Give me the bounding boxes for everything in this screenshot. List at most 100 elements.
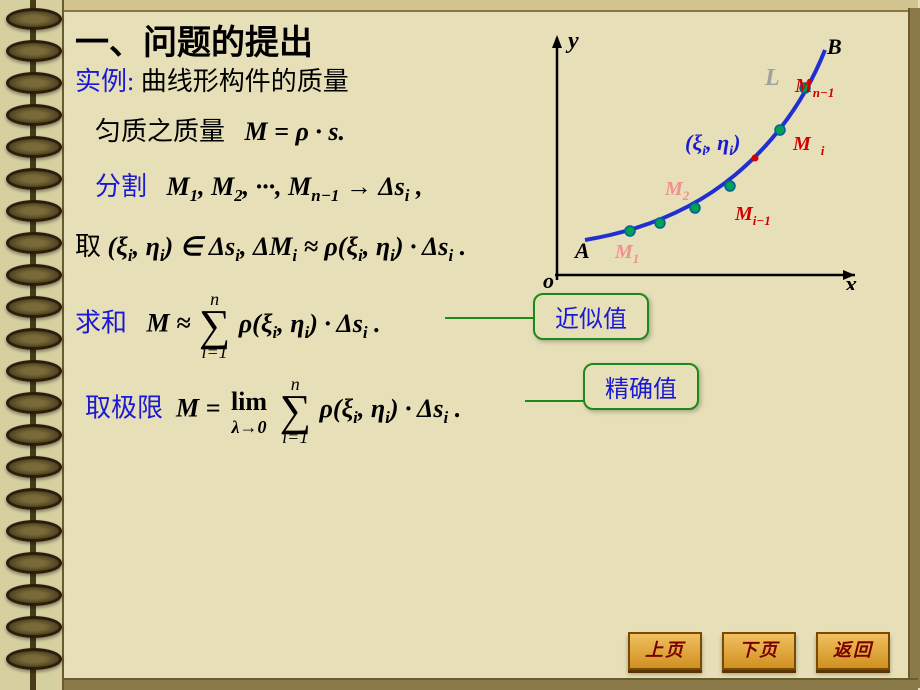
mdots: , ···, M	[243, 172, 312, 201]
eta: , η	[133, 232, 160, 261]
xi-open: (ξ	[108, 232, 128, 261]
in-ds: ) ∈ Δs	[165, 232, 236, 261]
slide: 一、问题的提出 实例: 曲线形构件的质量 匀质之质量 M = ρ · s. 分割…	[0, 0, 920, 690]
formula-uniform: M = ρ · s.	[245, 117, 345, 146]
ring-icon	[6, 264, 62, 286]
callout-line-1	[445, 317, 535, 319]
sum-bot-2: i=1	[280, 428, 311, 446]
Mi-label: Mi	[792, 133, 825, 158]
label-example: 实例:	[75, 67, 134, 96]
edge-top	[10, 0, 918, 12]
edge-right	[908, 8, 920, 688]
ring-icon	[6, 8, 62, 30]
ring-icon	[6, 136, 62, 158]
o-label: o	[543, 268, 554, 290]
m1: M	[167, 172, 190, 201]
arrow-ds: → Δs	[339, 172, 404, 201]
ring-icon	[6, 168, 62, 190]
xi-eta-label: (ξi, ηi)	[685, 130, 740, 159]
M-approx: M ≈	[147, 309, 197, 338]
line-example: 实例: 曲线形构件的质量	[75, 65, 349, 99]
ring-icon	[6, 424, 62, 446]
ring-icon	[6, 392, 62, 414]
ds: ) · Δs	[395, 232, 449, 261]
p5: .	[368, 309, 381, 338]
ring-icon	[6, 328, 62, 350]
x-label: x	[844, 272, 857, 290]
ring-icon	[6, 616, 62, 638]
ring-icon	[6, 72, 62, 94]
line-limit: 取极限 M = lim λ→0 n ∑ i=1 ρ(ξi, ηi) · Δsi …	[85, 375, 461, 446]
m2: , M	[198, 172, 234, 201]
Mi1-label: Mi−1	[734, 203, 771, 228]
sigma-sum: n ∑ i=1	[199, 290, 230, 361]
L-label: L	[764, 65, 780, 91]
B-label: B	[826, 34, 842, 59]
M2-label: M2	[664, 178, 690, 203]
back-button[interactable]: 返回	[816, 632, 890, 670]
callout-exact: 精确值	[583, 363, 699, 410]
sigma-icon-2: ∑	[280, 393, 311, 428]
sum-bot: i=1	[199, 343, 230, 361]
M1-label: M1	[614, 241, 639, 266]
ring-icon	[6, 584, 62, 606]
ring-icon	[6, 648, 62, 670]
ring-icon	[6, 520, 62, 542]
callout-approx: 近似值	[533, 293, 649, 340]
lim-block: lim λ→0	[231, 385, 267, 437]
ring-icon	[6, 200, 62, 222]
sigma-icon: ∑	[199, 308, 230, 343]
edge-bottom	[10, 678, 918, 690]
ring-icon	[6, 360, 62, 382]
line-take: 取 (ξi, ηi) ∈ Δsi, ΔMi ≈ ρ(ξi, ηi) · Δsi …	[75, 230, 466, 267]
sub-1: 1	[190, 186, 198, 205]
ring-icon	[6, 552, 62, 574]
ds6: ) · Δs	[390, 394, 444, 423]
Mn1-label: Mn−1	[794, 75, 834, 100]
content-area: 一、问题的提出 实例: 曲线形构件的质量 匀质之质量 M = ρ · s. 分割…	[75, 15, 895, 675]
next-button[interactable]: 下页	[722, 632, 796, 670]
eta5: , η	[277, 309, 304, 338]
callout-line-2	[525, 400, 585, 402]
sub-n1: n−1	[311, 186, 339, 205]
text-uniform: 匀质之质量	[95, 117, 225, 146]
p6: .	[448, 394, 461, 423]
M-eq: M =	[176, 394, 227, 423]
prev-button[interactable]: 上页	[628, 632, 702, 670]
lim-top: lim	[231, 385, 267, 419]
label-take: 取	[75, 232, 101, 261]
eta2: , η	[363, 232, 390, 261]
curve-graph: o y x A B L (ξi, ηi) Mn−1	[535, 30, 865, 290]
point-M1	[625, 226, 635, 236]
eta6: , η	[358, 394, 385, 423]
line-sum: 求和 M ≈ n ∑ i=1 ρ(ξi, ηi) · Δsi .	[75, 290, 381, 361]
A-label: A	[573, 238, 590, 263]
label-limit: 取极限	[85, 394, 163, 423]
nav-bar: 上页 下页 返回	[628, 632, 890, 670]
point-xi-eta	[752, 155, 759, 162]
ring-icon	[6, 40, 62, 62]
point-Mi	[775, 125, 785, 135]
ring-icon	[6, 104, 62, 126]
sigma-sum-2: n ∑ i=1	[280, 375, 311, 446]
rho-xi-2: ρ(ξ	[319, 394, 353, 423]
label-sum: 求和	[75, 309, 127, 338]
ring-icon	[6, 232, 62, 254]
y-arrow	[552, 35, 562, 48]
dM: , ΔM	[240, 232, 292, 261]
ds5: ) · Δs	[309, 309, 363, 338]
rho-xi: ρ(ξ	[239, 309, 273, 338]
point-Mi-1	[725, 181, 735, 191]
approx: ≈ ρ(ξ	[297, 232, 358, 261]
label-partition: 分割	[95, 172, 147, 201]
ring-icon	[6, 456, 62, 478]
sub-2: 2	[234, 186, 242, 205]
spiral-binding	[0, 0, 64, 690]
line-uniform-mass: 匀质之质量 M = ρ · s.	[95, 115, 345, 149]
lim-bot: λ→0	[231, 418, 267, 436]
sub-i: i	[405, 186, 410, 205]
ring-icon	[6, 296, 62, 318]
y-label: y	[565, 30, 579, 54]
p4: .	[453, 232, 466, 261]
point-a	[690, 203, 700, 213]
